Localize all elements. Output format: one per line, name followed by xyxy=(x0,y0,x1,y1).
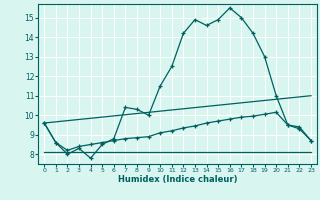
X-axis label: Humidex (Indice chaleur): Humidex (Indice chaleur) xyxy=(118,175,237,184)
